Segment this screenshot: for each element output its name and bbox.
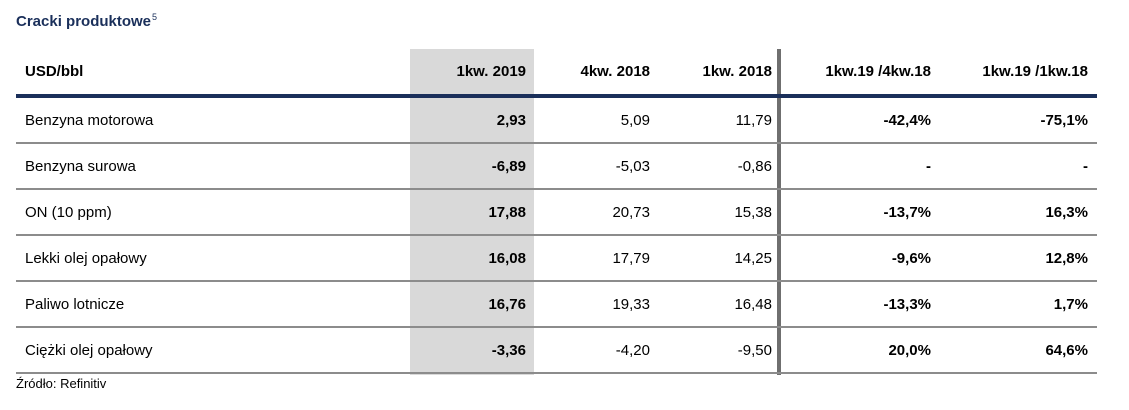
change-vs-q4-2018: -42,4%: [883, 111, 931, 129]
value-q4-2018: 20,73: [612, 203, 650, 221]
table-row: Benzyna surowa -6,89 -5,03 -0,86 - -: [16, 144, 1097, 190]
table-row: Lekki olej opałowy 16,08 17,79 14,25 -9,…: [16, 236, 1097, 282]
header-q4-2018: 4kw. 2018: [580, 63, 651, 80]
row-label: Paliwo lotnicze: [25, 295, 125, 313]
row-label: Lekki olej opałowy: [25, 249, 147, 267]
header-q1-2018: 1kw. 2018: [702, 63, 773, 80]
table-row: Benzyna motorowa 2,93 5,09 11,79 -42,4% …: [16, 98, 1097, 144]
value-q1-2018: 11,79: [735, 111, 772, 129]
value-q1-2019: 2,93: [496, 111, 526, 129]
value-q4-2018: -5,03: [615, 157, 650, 175]
header-change-vs-q1-2018: 1kw.19 /1kw.18: [982, 63, 1088, 80]
row-label: Benzyna surowa: [25, 157, 136, 175]
change-vs-q4-2018: -9,6%: [891, 249, 931, 267]
table-row: ON (10 ppm) 17,88 20,73 15,38 -13,7% 16,…: [16, 190, 1097, 236]
value-q4-2018: 17,79: [612, 249, 650, 267]
title-footnote: 5: [152, 12, 158, 22]
value-q1-2019: 16,76: [488, 295, 526, 313]
table-row: Paliwo lotnicze 16,76 19,33 16,48 -13,3%…: [16, 282, 1097, 328]
change-vs-q1-2018: 16,3%: [1045, 203, 1088, 221]
table-title-text: Cracki produktowe: [16, 13, 152, 30]
value-q1-2018: -0,86: [737, 157, 772, 175]
change-vs-q1-2018: -75,1%: [1040, 111, 1088, 129]
table-header-row: USD/bbl 1kw. 2019 4kw. 2018 1kw. 2018 1k…: [16, 49, 1097, 94]
value-q1-2019: -6,89: [491, 157, 526, 175]
product-cracks-table: USD/bbl 1kw. 2019 4kw. 2018 1kw. 2018 1k…: [16, 49, 1097, 375]
value-q1-2019: 17,88: [488, 203, 526, 221]
value-q1-2019: -3,36: [491, 341, 526, 359]
value-q1-2018: 15,38: [734, 203, 772, 221]
table-title: Cracki produktowe5: [16, 12, 157, 30]
change-vs-q1-2018: 1,7%: [1053, 295, 1088, 313]
header-divider: [16, 94, 1097, 98]
table-row: Ciężki olej opałowy -3,36 -4,20 -9,50 20…: [16, 328, 1097, 374]
value-q1-2018: -9,50: [737, 341, 772, 359]
value-q1-2018: 14,25: [734, 249, 772, 267]
change-vs-q4-2018: 20,0%: [888, 341, 931, 359]
value-q1-2019: 16,08: [488, 249, 526, 267]
change-vs-q1-2018: 64,6%: [1045, 341, 1088, 359]
value-q4-2018: 19,33: [612, 295, 650, 313]
change-vs-q4-2018: -: [926, 157, 931, 175]
header-q1-2019: 1kw. 2019: [456, 63, 527, 80]
source-note: Źródło: Refinitiv: [16, 376, 107, 391]
row-label: Ciężki olej opałowy: [25, 341, 153, 359]
value-q4-2018: -4,20: [615, 341, 650, 359]
header-unit: USD/bbl: [25, 63, 84, 80]
row-label: ON (10 ppm): [25, 203, 112, 221]
change-vs-q4-2018: -13,3%: [883, 295, 931, 313]
change-vs-q4-2018: -13,7%: [883, 203, 931, 221]
column-separator: [777, 49, 781, 375]
change-vs-q1-2018: 12,8%: [1045, 249, 1088, 267]
value-q4-2018: 5,09: [620, 111, 650, 129]
row-label: Benzyna motorowa: [25, 111, 154, 129]
highlight-column-q1-2019: [410, 49, 534, 375]
change-vs-q1-2018: -: [1083, 157, 1088, 175]
value-q1-2018: 16,48: [734, 295, 772, 313]
header-change-vs-q4-2018: 1kw.19 /4kw.18: [825, 63, 931, 80]
